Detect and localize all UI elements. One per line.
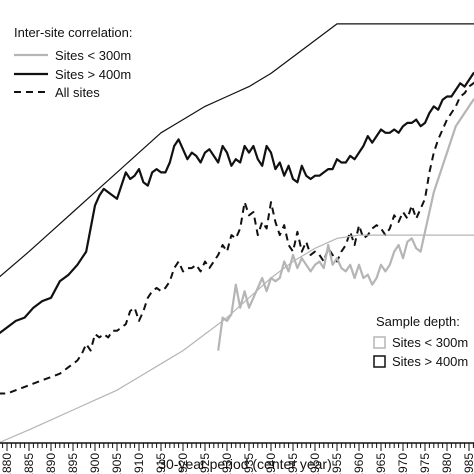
- series-line-corr-gt400: [0, 71, 474, 335]
- x-tick-label: 1970: [396, 453, 410, 474]
- series-line-corr-lt300: [217, 97, 474, 351]
- legend-label-depth-lt300: Sites < 300m: [392, 335, 468, 350]
- x-tick-label: 1890: [44, 453, 58, 474]
- legend-label-corr-all: All sites: [55, 85, 100, 100]
- series-line-depth-gt400: [0, 23, 474, 278]
- legend-correlation-title: Inter-site correlation:: [14, 25, 133, 40]
- x-tick-label: 1940: [264, 453, 278, 474]
- x-tick-label: 1930: [220, 453, 234, 474]
- legend-label-corr-lt300: Sites < 300m: [55, 48, 131, 63]
- x-tick-label: 1915: [154, 453, 168, 474]
- x-tick-label: 1985: [462, 453, 474, 474]
- x-tick-label: 1910: [132, 453, 146, 474]
- series-line-corr-all: [0, 81, 474, 395]
- x-tick-label: 1980: [440, 453, 454, 474]
- x-tick-label: 1960: [352, 453, 366, 474]
- x-tick-label: 1965: [374, 453, 388, 474]
- x-tick-label: 1955: [330, 453, 344, 474]
- x-axis-title: 30-year period (center year): [158, 456, 332, 472]
- x-tick-label: 1905: [110, 453, 124, 474]
- x-tick-label: 1950: [308, 453, 322, 474]
- x-tick-label: 1920: [176, 453, 190, 474]
- legend-correlation: Inter-site correlation: Sites < 300m Sit…: [14, 25, 133, 100]
- legend-swatch-depth-gt400: [373, 355, 386, 368]
- series-line-depth-lt300: [0, 234, 474, 443]
- x-tick-label: 1880: [0, 453, 14, 474]
- legend-swatch-depth-lt300: [373, 336, 386, 349]
- x-tick-label: 1925: [198, 453, 212, 474]
- legend-depth: Sample depth: Sites < 300m Sites > 400m: [373, 314, 468, 369]
- x-axis-ticks: 1880 1885 1890 1895 1900 1905 1910 1915 1920 1925…: [0, 443, 474, 474]
- x-tick-label: 1900: [88, 453, 102, 474]
- legend-label-corr-gt400: Sites > 400m: [55, 67, 131, 82]
- x-tick-label: 1945: [286, 453, 300, 474]
- legend-depth-title: Sample depth:: [376, 314, 460, 329]
- x-tick-label: 1935: [242, 453, 256, 474]
- legend-label-depth-gt400: Sites > 400m: [392, 354, 468, 369]
- x-tick-label: 1885: [22, 453, 36, 474]
- x-tick-label: 1895: [66, 453, 80, 474]
- x-tick-label: 1975: [418, 453, 432, 474]
- plot-lines: [0, 23, 474, 443]
